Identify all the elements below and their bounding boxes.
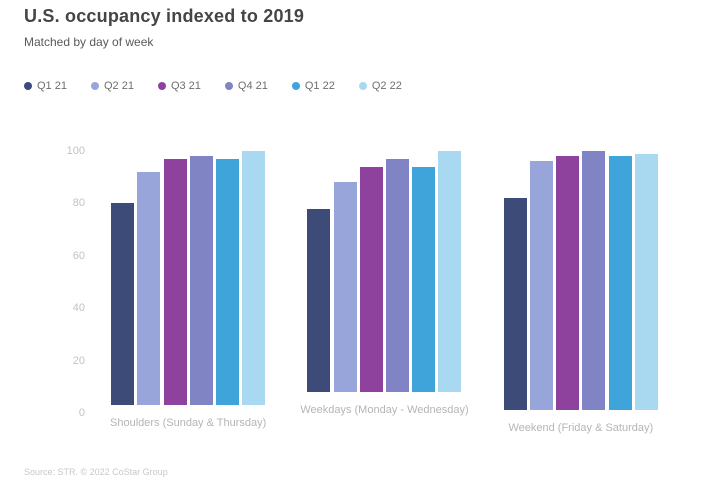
bar-cluster — [111, 151, 266, 406]
legend-label: Q4 21 — [237, 80, 268, 92]
legend-label: Q3 21 — [170, 80, 201, 92]
bar-q1-22 — [215, 158, 239, 406]
bar-q2-21 — [137, 171, 161, 406]
bar-q1-22 — [412, 166, 436, 393]
bar-group: Shoulders (Sunday & Thursday) — [90, 151, 286, 429]
y-axis: 0 20 40 60 80 100 — [0, 145, 85, 419]
bar-q3-21 — [359, 166, 383, 393]
bar-cluster — [307, 151, 462, 393]
category-label: Shoulders (Sunday & Thursday) — [110, 417, 267, 430]
bar-q2-21 — [530, 161, 553, 411]
bar-q2-21 — [333, 182, 357, 393]
source-note: Source: STR. © 2022 CoStar Group — [24, 467, 168, 477]
legend: Q1 21 Q2 21 Q3 21 Q4 21 Q1 22 Q2 22 — [24, 80, 402, 92]
chart-subtitle: Matched by day of week — [24, 35, 154, 49]
legend-label: Q1 22 — [304, 80, 335, 92]
bar-q2-22 — [438, 151, 462, 393]
y-axis-tick-label: 20 — [72, 354, 85, 367]
bar-q2-22 — [634, 153, 658, 411]
legend-swatch-icon — [157, 82, 166, 90]
bar-q1-22 — [608, 156, 632, 411]
chart-title: U.S. occupancy indexed to 2019 — [24, 6, 305, 26]
bar-groups: Shoulders (Sunday & Thursday) Weekdays (M… — [90, 151, 679, 434]
plot-area: 0 20 40 60 80 100 Shoulders (Sunday & Thursda… — [0, 145, 703, 434]
legend-label: Q2 21 — [103, 80, 134, 92]
y-axis-tick-label: 60 — [72, 249, 85, 262]
legend-item: Q2 21 — [90, 80, 134, 92]
bar-q4-21 — [189, 156, 213, 406]
legend-item: Q4 21 — [224, 80, 268, 92]
legend-item: Q2 22 — [358, 80, 402, 92]
bar-cluster — [503, 151, 658, 411]
y-axis-tick-label: 80 — [72, 197, 85, 210]
bar-q4-21 — [386, 158, 410, 393]
legend-item: Q1 21 — [24, 80, 67, 92]
legend-swatch-icon — [24, 82, 32, 90]
bar-q1-21 — [111, 203, 135, 406]
legend-label: Q2 22 — [371, 80, 402, 92]
bar-q2-22 — [242, 151, 266, 406]
bar-q1-21 — [307, 208, 331, 393]
legend-item: Q3 21 — [157, 80, 201, 92]
legend-label: Q1 21 — [37, 80, 67, 92]
y-axis-tick-label: 100 — [66, 145, 85, 157]
legend-swatch-icon — [291, 82, 300, 90]
legend-swatch-icon — [224, 82, 233, 90]
bar-q3-21 — [556, 156, 580, 411]
category-label: Weekend (Friday & Saturday) — [508, 422, 654, 435]
bar-q1-21 — [503, 198, 527, 411]
category-label: Weekdays (Monday - Wednesday) — [300, 404, 469, 417]
bar-group: Weekdays (Monday - Wednesday) — [286, 151, 482, 417]
bar-group: Weekend (Friday & Saturday) — [483, 151, 679, 434]
legend-swatch-icon — [358, 82, 367, 90]
legend-swatch-icon — [90, 82, 99, 90]
bar-q3-21 — [163, 158, 187, 406]
legend-item: Q1 22 — [291, 80, 335, 92]
bar-q4-21 — [582, 151, 606, 411]
y-axis-tick-label: 40 — [72, 302, 85, 315]
y-axis-tick-label: 0 — [78, 407, 85, 419]
